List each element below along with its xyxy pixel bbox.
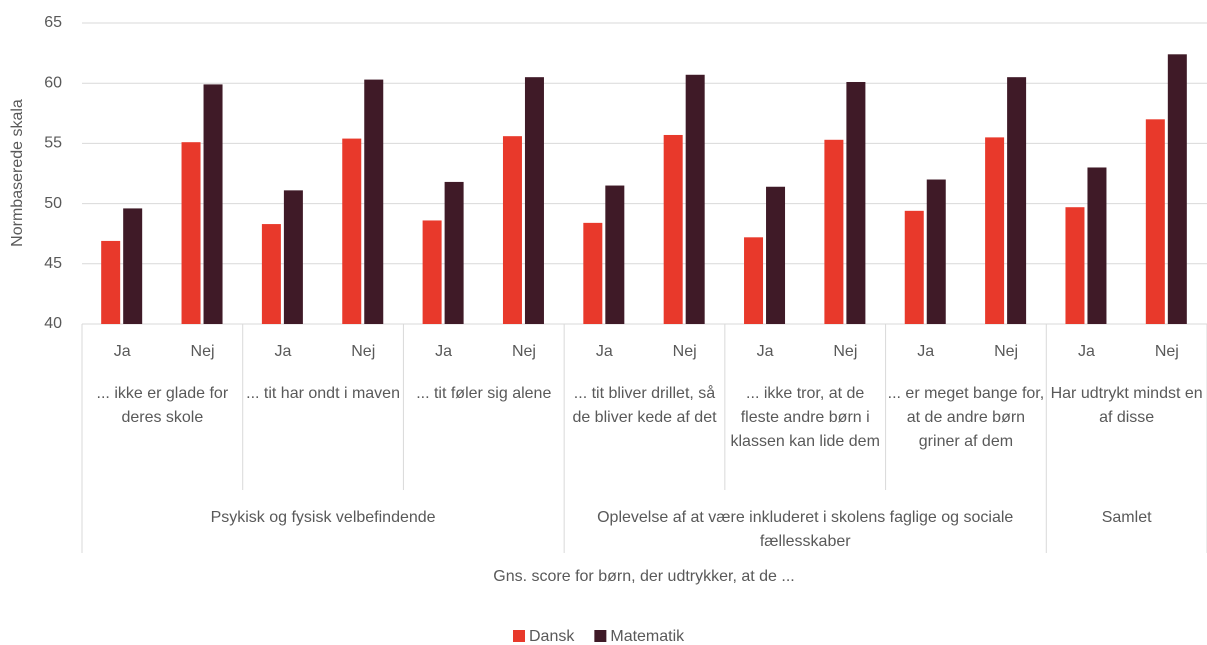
x-tick-label: Ja — [917, 343, 934, 360]
x-axis-title: Gns. score for børn, der udtrykker, at d… — [493, 568, 794, 585]
bar — [181, 142, 201, 324]
x-tick-label: Ja — [114, 343, 131, 360]
bar — [524, 77, 544, 325]
y-tick-label: 55 — [44, 135, 62, 152]
x-tick-label: Nej — [512, 343, 536, 360]
bar — [1087, 167, 1107, 324]
subgroup-label: ... ikke tror, at de fleste andre børn i… — [730, 385, 880, 450]
y-tick-label: 60 — [44, 74, 62, 91]
x-tick-label: Nej — [673, 343, 697, 360]
bar — [1065, 207, 1085, 324]
x-tick-label: Ja — [435, 343, 452, 360]
bar — [342, 138, 362, 324]
bar — [364, 79, 384, 324]
bar — [824, 139, 844, 324]
subgroup-label: Har udtrykt mindst en af disse — [1050, 385, 1203, 426]
bar — [744, 237, 764, 324]
bar — [685, 74, 705, 324]
y-tick-label: 50 — [44, 195, 62, 212]
bar — [1145, 119, 1165, 324]
bar — [1167, 54, 1187, 324]
x-tick-label: Ja — [1078, 343, 1095, 360]
y-tick-label: 40 — [44, 315, 62, 332]
subgroup-label: ... tit føler sig alene — [416, 385, 552, 402]
subgroup-label: ... er meget bange for, at de andre børn… — [887, 385, 1045, 450]
y-axis-title: Normbaserede skala — [9, 99, 26, 247]
bar — [904, 210, 924, 324]
bar — [444, 181, 464, 324]
group-label: Oplevelse af at være inkluderet i skolen… — [597, 509, 1014, 550]
group-label: Samlet — [1101, 509, 1152, 526]
x-tick-label: Ja — [757, 343, 774, 360]
x-tick-label: Nej — [191, 343, 215, 360]
y-tick-label: 65 — [44, 14, 62, 31]
x-tick-label: Nej — [1155, 343, 1179, 360]
bar — [203, 84, 223, 325]
bar — [605, 185, 625, 324]
subgroup-label: ... tit har ondt i maven — [246, 385, 400, 402]
bar — [663, 134, 683, 324]
legend-label: Dansk — [529, 628, 575, 645]
bar — [502, 136, 522, 324]
bar — [1007, 77, 1027, 325]
bar — [261, 224, 281, 324]
x-tick-label: Nej — [994, 343, 1018, 360]
bar — [123, 208, 143, 324]
bar — [422, 220, 442, 324]
x-tick-label: Nej — [833, 343, 857, 360]
legend-swatch — [513, 630, 525, 642]
bar — [985, 137, 1005, 324]
y-tick-label: 45 — [44, 255, 62, 272]
legend-label: Matematik — [610, 628, 685, 645]
x-tick-label: Nej — [351, 343, 375, 360]
bar — [846, 81, 866, 324]
bar — [101, 240, 121, 324]
bar — [766, 186, 786, 324]
bar — [283, 190, 303, 324]
subgroup-label: ... tit bliver drillet, så de bliver ked… — [572, 385, 717, 426]
legend-swatch — [594, 630, 607, 642]
x-tick-label: Ja — [596, 343, 613, 360]
x-tick-label: Ja — [274, 343, 291, 360]
subgroup-label: ... ikke er glade for deres skole — [96, 385, 229, 426]
group-label: Psykisk og fysisk velbefindende — [210, 509, 436, 526]
bar — [926, 179, 946, 324]
bar — [583, 222, 603, 324]
